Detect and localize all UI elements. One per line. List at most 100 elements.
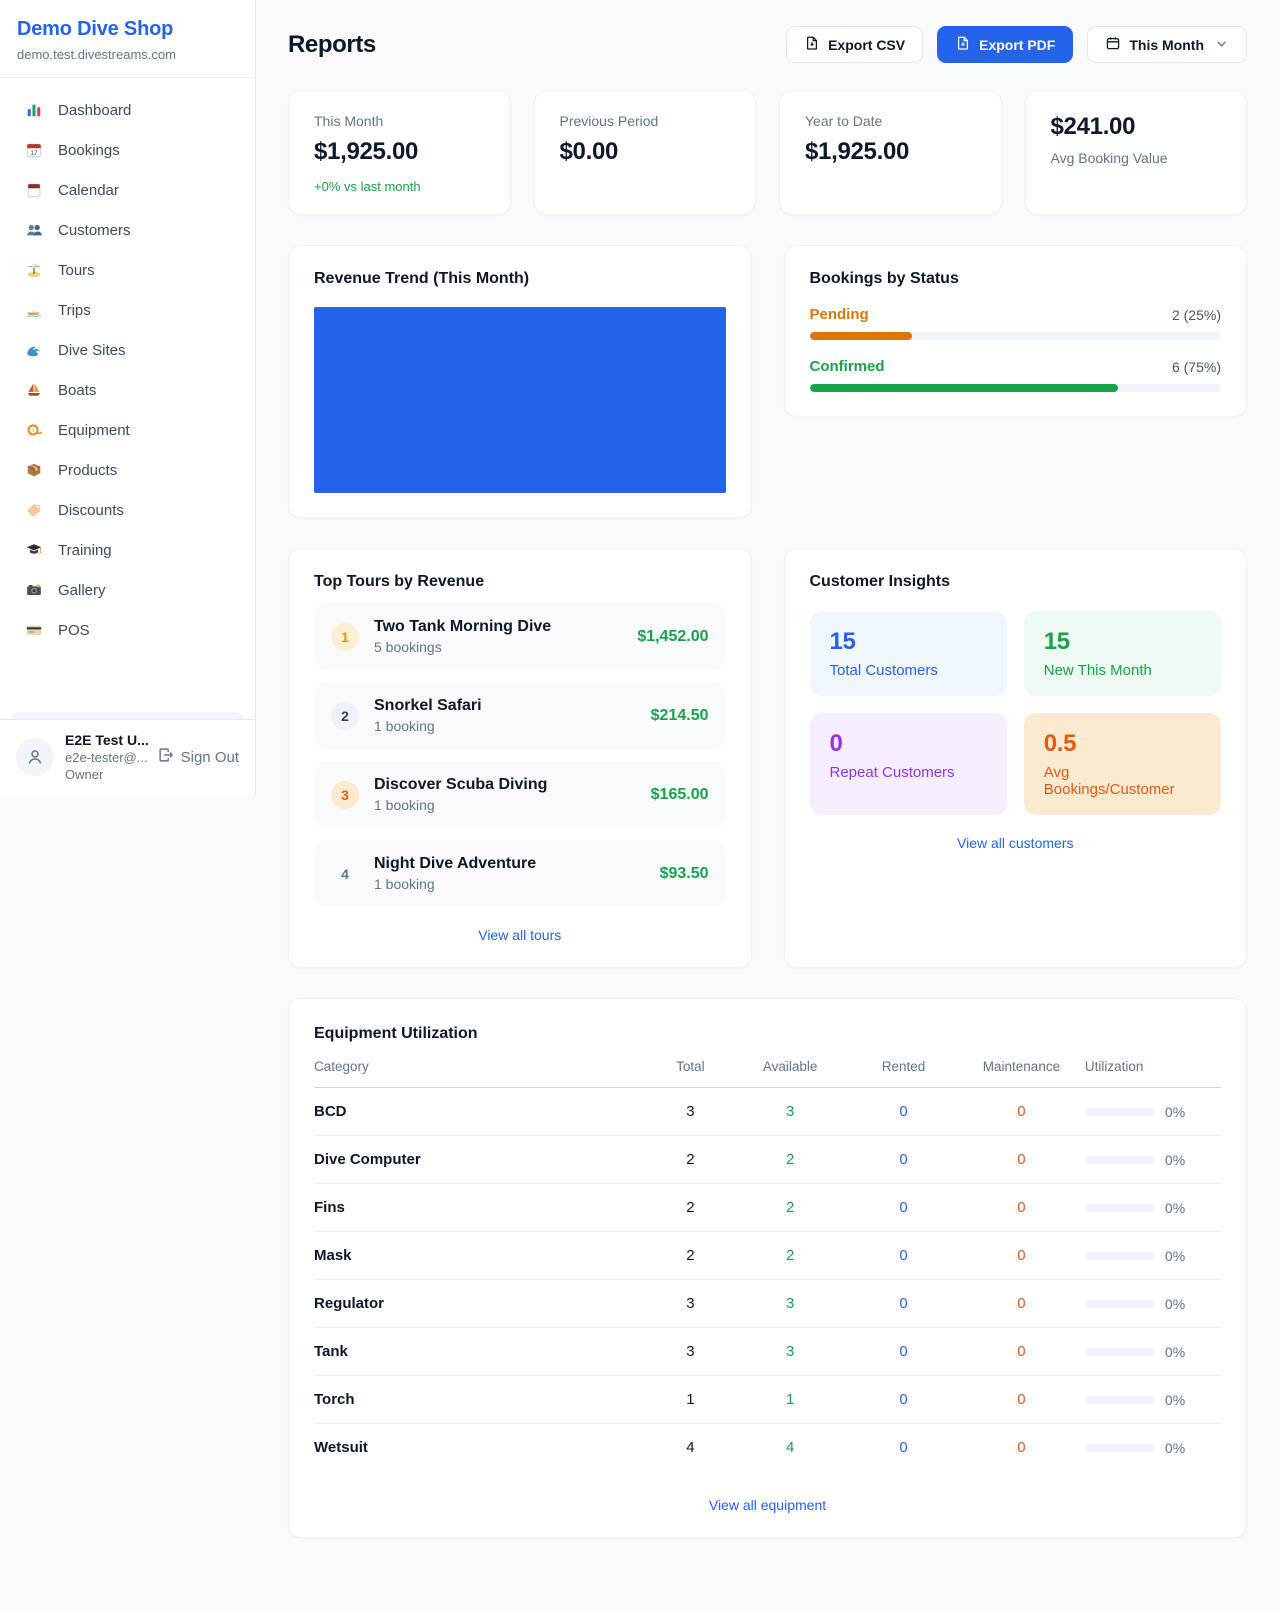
sidebar-item-products[interactable]: Products [12,450,243,490]
sidebar-item-discounts[interactable]: Discounts [12,490,243,530]
sidebar: Demo Dive Shop demo.test.divestreams.com… [0,0,256,796]
camera-icon [23,580,45,600]
insight-label: Repeat Customers [829,764,955,781]
stat-delta: +0% vs last month [314,179,421,194]
sidebar-item-training[interactable]: Training [12,530,243,570]
equipment-row-dive-computer: Dive Computer 2 2 0 0 0% [314,1135,1221,1184]
stat-value: $241.00 [1050,113,1136,140]
sailboat-icon [23,380,45,400]
tour-revenue: $1,452.00 [637,627,709,645]
tour-name: Discover Scuba Diving [374,776,548,793]
equipment-total: 3 [649,1279,732,1328]
stat-label: Previous Period [559,113,659,129]
sign-out-button[interactable]: Sign Out [157,746,239,768]
column-header-available: Available [731,1059,850,1088]
sidebar-item-customers[interactable]: Customers [12,210,243,250]
insight-value: 15 [1043,628,1070,655]
equipment-category: BCD [314,1087,650,1136]
sidebar-item-equipment[interactable]: Equipment [12,410,243,450]
equipment-table: Category Total Available Rented Maintena… [314,1059,1221,1471]
sidebar-item-label: Gallery [58,581,106,599]
graduation-cap-icon [23,540,45,560]
status-row-pending: Pending 2 (25%) [809,306,1221,340]
equipment-total: 3 [649,1087,732,1136]
status-progress-track [809,332,1221,340]
view-all-tours-link[interactable]: View all tours [478,927,562,943]
sidebar-item-boats[interactable]: Boats [12,370,243,410]
period-dropdown[interactable]: This Month [1087,26,1247,63]
view-all-equipment-link[interactable]: View all equipment [708,1497,827,1513]
stat-value: $0.00 [559,138,619,165]
sidebar-item-label: POS [58,621,90,639]
equipment-category: Wetsuit [314,1439,368,1456]
insight-tile-new-this-month: 15 New This Month [1023,611,1221,696]
equipment-maintenance: 0 [957,1375,1085,1424]
sidebar-nav: Dashboard 17 Bookings Calendar Customers Tour… [0,78,255,719]
utilization-bar [1084,1203,1155,1212]
utilization-percent: 0% [1164,1295,1186,1312]
sidebar-item-label: Customers [58,221,131,239]
equipment-rented: 0 [849,1231,958,1280]
insight-value: 0.5 [1043,730,1077,757]
brand-subdomain: demo.test.divestreams.com [17,47,176,62]
status-progress-fill [809,332,913,340]
file-icon [804,35,820,54]
user-section: E2E Test U... e2e-tester@... Owner Sign … [0,719,255,796]
diving-mask-icon [23,420,45,440]
sidebar-item-label: Products [58,461,118,479]
calendar-icon [1105,35,1121,54]
equipment-row-mask: Mask 2 2 0 0 0% [314,1231,1221,1280]
equipment-utilization-cell: 0% [1084,1183,1221,1232]
equipment-maintenance: 0 [957,1135,1085,1184]
revenue-trend-title: Revenue Trend (This Month) [314,270,530,287]
revenue-trend-chart [314,307,726,493]
tour-revenue: $93.50 [659,864,709,882]
tour-bookings-count: 1 booking [374,797,435,813]
sidebar-item-label: Boats [58,381,97,399]
top-tours-title: Top Tours by Revenue [314,573,485,590]
sidebar-item-pos[interactable]: POS [12,610,243,650]
insight-tile-repeat-customers: 0 Repeat Customers [809,713,1007,815]
equipment-total: 2 [649,1183,732,1232]
equipment-maintenance: 0 [957,1279,1085,1328]
export-csv-button[interactable]: Export CSV [786,26,924,63]
equipment-row-wetsuit: Wetsuit 4 4 0 0 0% [314,1424,1221,1472]
sidebar-item-tours[interactable]: Tours [12,250,243,290]
equipment-maintenance: 0 [957,1183,1085,1232]
island-icon [23,260,45,280]
chevron-down-icon [1214,36,1229,54]
wave-icon [23,340,45,360]
equipment-row-bcd: BCD 3 3 0 0 0% [314,1087,1221,1136]
stat-card-previous-period: Previous Period $0.00 [533,90,756,215]
brand: Demo Dive Shop demo.test.divestreams.com [0,0,255,78]
insight-label: Total Customers [829,662,938,679]
sidebar-item-calendar[interactable]: Calendar [12,170,243,210]
sidebar-item-label: Dashboard [58,101,132,119]
utilization-bar [1084,1107,1155,1116]
sidebar-item-trips[interactable]: Trips [12,290,243,330]
sidebar-item-dive-sites[interactable]: Dive Sites [12,330,243,370]
utilization-bar [1084,1299,1155,1308]
equipment-available: 3 [731,1087,850,1136]
sidebar-item-dashboard[interactable]: Dashboard [12,90,243,130]
period-label: This Month [1129,36,1204,53]
view-all-customers-link[interactable]: View all customers [957,835,1074,851]
equipment-rented: 0 [849,1087,958,1136]
export-pdf-button[interactable]: Export PDF [937,26,1074,63]
sidebar-item-bookings[interactable]: 17 Bookings [12,130,243,170]
equipment-rented: 0 [899,1439,908,1456]
equipment-row-torch: Torch 1 1 0 0 0% [314,1375,1221,1424]
equipment-maintenance: 0 [957,1327,1085,1376]
equipment-rented: 0 [849,1135,958,1184]
stat-card-avg-booking-value: $241.00 Avg Booking Value [1024,90,1247,215]
status-count: 2 (25%) [1171,306,1221,323]
svg-text:17: 17 [30,150,38,157]
column-header-utilization: Utilization [1084,1059,1221,1088]
rank-badge: 3 [331,780,359,809]
tour-name: Snorkel Safari [374,697,482,714]
status-row-confirmed: Confirmed 6 (75%) [809,358,1221,392]
sidebar-item-gallery[interactable]: Gallery [12,570,243,610]
sidebar-item-label: Dive Sites [58,341,126,359]
package-icon [23,460,45,480]
stat-card-this-month: This Month $1,925.00 +0% vs last month [288,90,511,215]
